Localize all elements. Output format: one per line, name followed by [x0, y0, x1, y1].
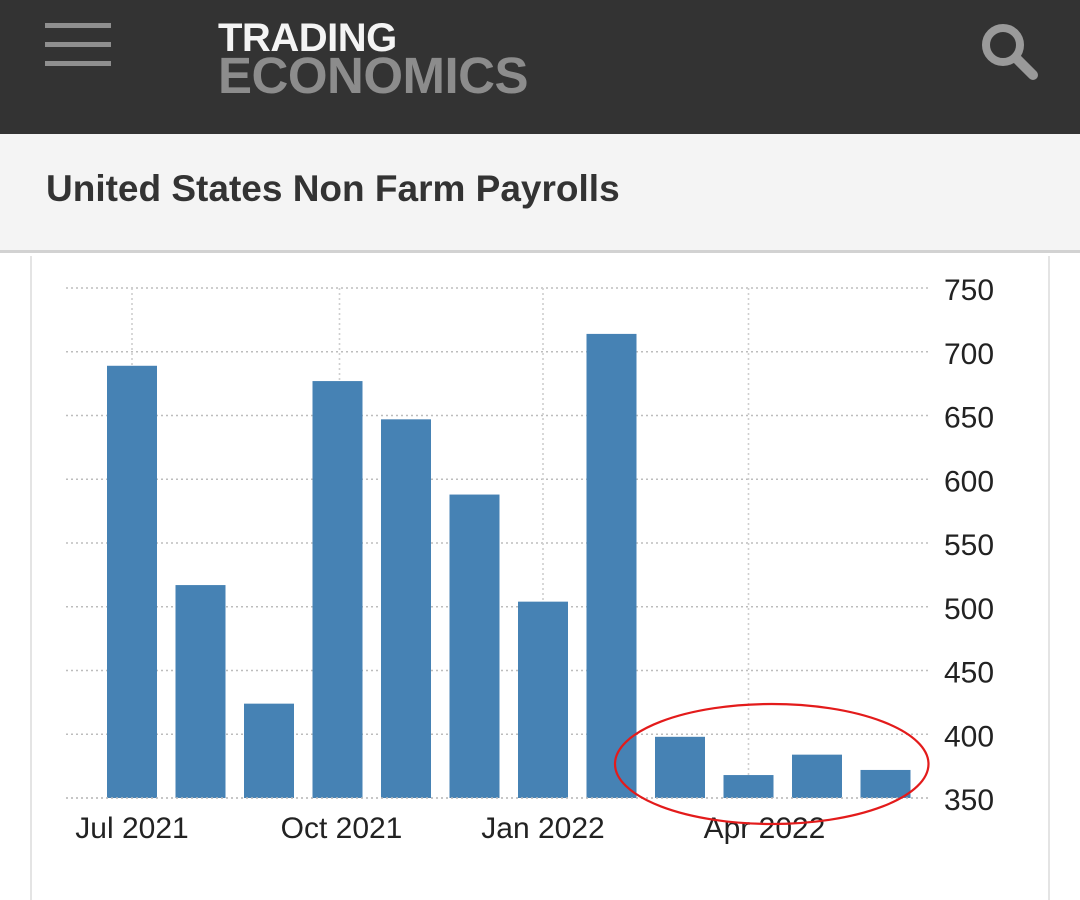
- bar-aug-2021[interactable]: [175, 585, 226, 798]
- bar-dec-2021[interactable]: [449, 494, 500, 798]
- bar-feb-2022[interactable]: [586, 333, 637, 798]
- bar-may-2022[interactable]: [792, 754, 842, 798]
- y-tick-label-350: 350: [944, 784, 994, 817]
- bar-nov-2021[interactable]: [381, 419, 431, 798]
- search-icon[interactable]: [978, 20, 1040, 82]
- logo-line-economics: ECONOMICS: [218, 47, 529, 104]
- bar-jul-2021[interactable]: [107, 365, 157, 798]
- bar-jun-2022[interactable]: [860, 769, 911, 798]
- top-navigation-bar: TRADING ECONOMICS: [0, 0, 1080, 134]
- page-title: United States Non Farm Payrolls: [46, 168, 620, 209]
- x-tick-label-jan-2022: Jan 2022: [481, 812, 604, 845]
- y-tick-label-700: 700: [944, 338, 994, 371]
- bar-oct-2021[interactable]: [312, 381, 363, 798]
- bar-apr-2022[interactable]: [723, 775, 774, 798]
- x-tick-label-oct-2021: Oct 2021: [281, 812, 403, 845]
- annotation-ellipse: [613, 702, 930, 826]
- y-tick-label-400: 400: [944, 720, 994, 753]
- site-logo[interactable]: TRADING ECONOMICS: [218, 16, 529, 104]
- y-tick-label-650: 650: [944, 402, 994, 435]
- y-tick-label-450: 450: [944, 657, 994, 690]
- bar-jan-2022[interactable]: [518, 601, 568, 798]
- bar-chart[interactable]: 350 400 450 500 550 600 650 700 750 Jul 2021 Oct 2…: [0, 253, 1080, 900]
- y-tick-label-600: 600: [944, 465, 994, 498]
- bar-sep-2021[interactable]: [244, 703, 294, 798]
- y-tick-label-550: 550: [944, 529, 994, 562]
- bar-mar-2022[interactable]: [655, 736, 705, 798]
- x-tick-label-apr-2022: Apr 2022: [704, 812, 826, 845]
- hamburger-menu-icon[interactable]: [45, 23, 111, 67]
- page-title-bar: United States Non Farm Payrolls: [0, 134, 1080, 253]
- logo-line-trading: TRADING: [218, 16, 397, 60]
- x-tick-label-jul-2021: Jul 2021: [75, 812, 188, 845]
- chart-container: 350 400 450 500 550 600 650 700 750 Jul 2021 Oct 2…: [0, 253, 1080, 900]
- y-tick-label-750: 750: [944, 274, 994, 307]
- y-tick-label-500: 500: [944, 593, 994, 626]
